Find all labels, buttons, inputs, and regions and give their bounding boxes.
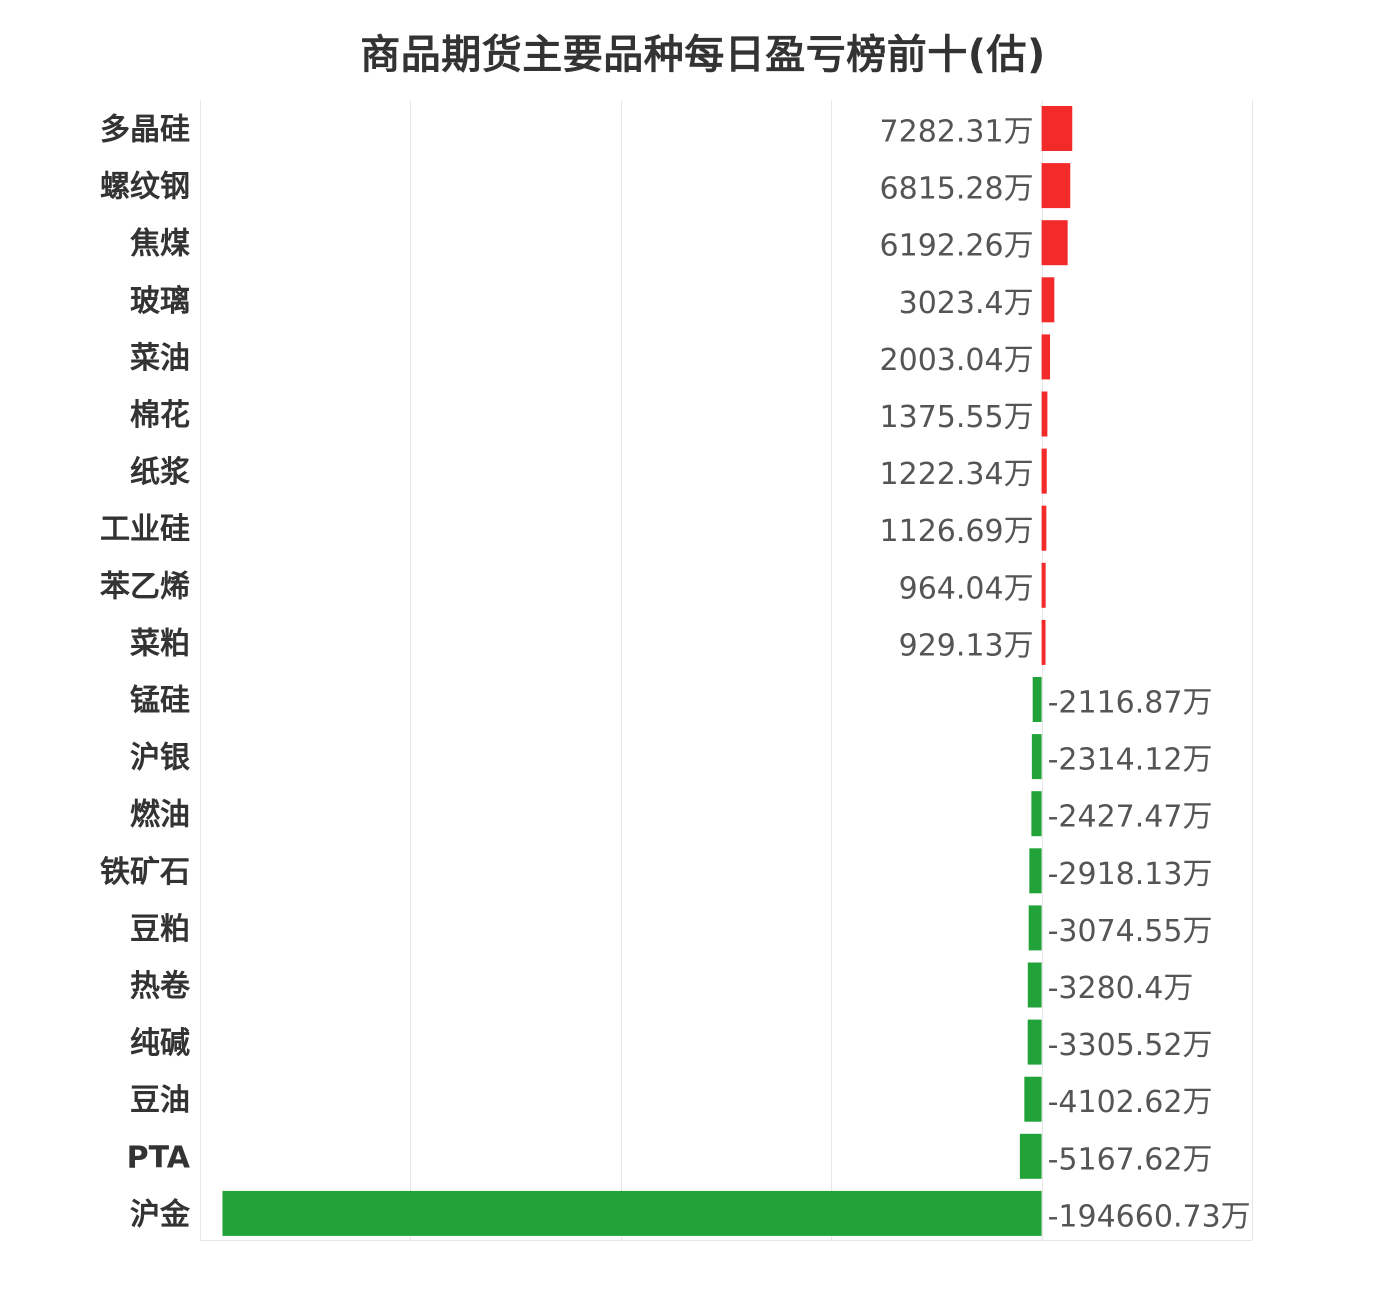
- value-label: -2116.87万: [1048, 686, 1213, 721]
- value-label: -2314.12万: [1048, 743, 1213, 778]
- value-label: 7282.31万: [880, 115, 1034, 150]
- bars: [222, 106, 1073, 1236]
- value-labels: 7282.31万 6815.28万 6192.26万 3023.4万 2003.04万 1…: [880, 115, 1251, 1235]
- category-label: 热卷: [130, 969, 191, 1004]
- category-label: 燃油: [130, 798, 190, 833]
- category-label: 豆油: [130, 1083, 190, 1118]
- bar: [1041, 277, 1055, 323]
- category-label: 焦煤: [130, 227, 190, 262]
- bar: [1031, 734, 1042, 780]
- bar: [222, 1190, 1042, 1236]
- value-label: -194660.73万: [1048, 1199, 1251, 1234]
- value-label: -4102.62万: [1048, 1085, 1213, 1120]
- bar: [1027, 1019, 1042, 1065]
- bar: [1024, 1076, 1042, 1122]
- category-label: 工业硅: [100, 512, 190, 547]
- grid-lines: [200, 100, 1253, 1241]
- value-label: 6815.28万: [880, 172, 1034, 207]
- category-label: 多晶硅: [100, 113, 190, 148]
- chart-title: 商品期货主要品种每日盈亏榜前十(估): [360, 32, 1046, 78]
- category-label: 玻璃: [130, 284, 190, 319]
- category-label: 棉花: [130, 398, 190, 433]
- category-label: 苯乙烯: [100, 569, 190, 604]
- bar: [1041, 448, 1047, 494]
- value-label: -3074.55万: [1048, 914, 1213, 949]
- value-label: -3305.52万: [1048, 1028, 1213, 1063]
- bar: [1041, 334, 1051, 380]
- category-label: 螺纹钢: [100, 170, 190, 205]
- value-label: 6192.26万: [880, 229, 1034, 264]
- bar: [1041, 562, 1046, 608]
- bar: [1041, 505, 1047, 551]
- category-label: 纸浆: [130, 455, 190, 490]
- value-label: -2427.47万: [1048, 800, 1213, 835]
- bar: [1041, 619, 1046, 665]
- value-label: 929.13万: [899, 628, 1034, 663]
- bar: [1041, 220, 1068, 266]
- bar: [1028, 905, 1042, 951]
- category-label: 豆粕: [130, 912, 190, 947]
- bar: [1027, 962, 1042, 1008]
- category-label: 沪金: [130, 1197, 191, 1232]
- category-labels: 多晶硅螺纹钢焦煤玻璃菜油棉花纸浆工业硅苯乙烯菜粕锰硅沪银燃油铁矿石豆粕热卷纯碱豆…: [100, 113, 191, 1233]
- category-label: PTA: [127, 1140, 191, 1175]
- bar: [1029, 848, 1042, 894]
- category-label: 菜油: [130, 341, 190, 376]
- category-label: 沪银: [130, 741, 190, 776]
- category-label: 纯碱: [130, 1026, 190, 1061]
- bar: [1031, 791, 1042, 837]
- value-label: 3023.4万: [899, 286, 1034, 321]
- bar: [1041, 106, 1073, 151]
- value-label: 1126.69万: [880, 514, 1034, 549]
- bar: [1019, 1133, 1042, 1179]
- value-label: -5167.62万: [1048, 1142, 1213, 1177]
- bar: [1041, 163, 1071, 209]
- value-label: 964.04万: [899, 571, 1034, 606]
- category-label: 菜粕: [130, 626, 190, 661]
- category-label: 锰硅: [130, 684, 190, 719]
- bar: [1032, 677, 1042, 722]
- bar: [1041, 391, 1048, 437]
- value-label: 2003.04万: [880, 343, 1034, 378]
- value-label: 1222.34万: [880, 457, 1034, 492]
- value-label: 1375.55万: [880, 400, 1034, 435]
- category-label: 铁矿石: [100, 855, 190, 890]
- value-label: -2918.13万: [1048, 857, 1213, 892]
- value-label: -3280.4万: [1048, 971, 1194, 1006]
